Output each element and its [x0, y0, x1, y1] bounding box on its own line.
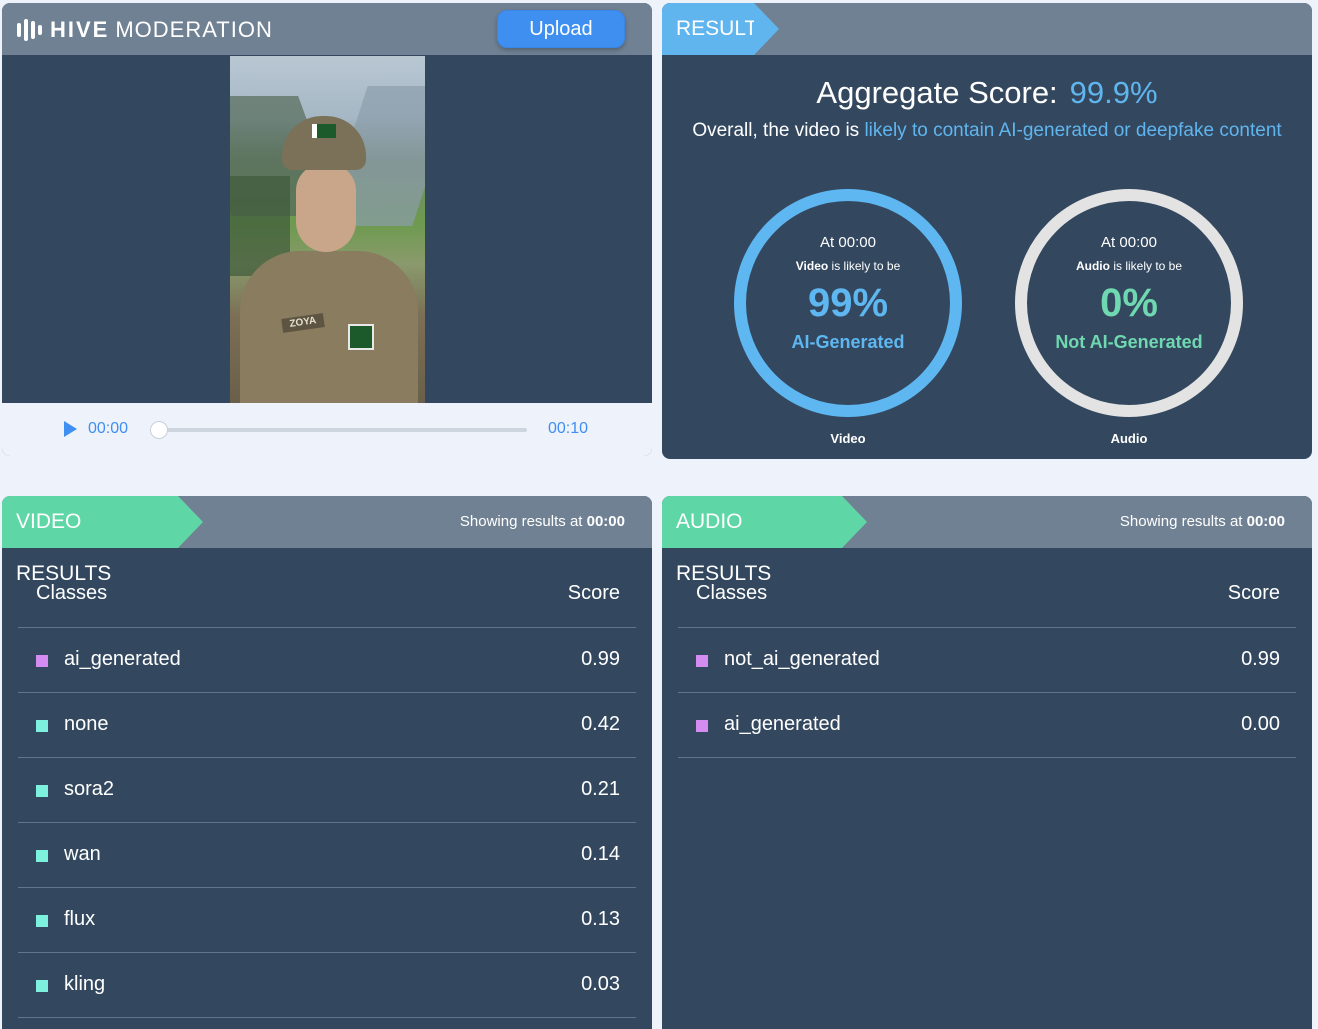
audio-ring-time: At 00:00 [1101, 234, 1157, 251]
upload-button[interactable]: Upload [497, 10, 625, 48]
table-row: ai_generated 0.00 [678, 693, 1296, 758]
class-name: ai_generated [724, 713, 841, 735]
video-ring-label: AI-Generated [791, 332, 905, 352]
audio-results-panel: AUDIO RESULTS Showing results at 00:00 C… [662, 496, 1312, 1029]
audio-showing-prefix: Showing results at [1119, 513, 1247, 530]
aggregate-label: Aggregate Score: [816, 75, 1058, 110]
video-player-panel: HIVE MODERATION Upload ZOYA 00:00 00:10 [2, 3, 652, 456]
cap-flag-icon [312, 124, 336, 138]
class-name: ai_generated [64, 648, 181, 670]
video-ring-likely: Video is likely to be [746, 259, 950, 273]
seek-handle[interactable] [150, 421, 168, 439]
table-row: flux 0.13 [18, 888, 636, 953]
class-score: 0.03 [581, 973, 620, 995]
result-tag-arrow [754, 3, 779, 55]
class-name: kling [64, 973, 106, 995]
audio-ring-likely: Audio is likely to be [1027, 259, 1231, 273]
audio-results-table: Classes Score not_ai_generated 0.99 ai_gen… [678, 566, 1296, 758]
app-header: HIVE MODERATION Upload [2, 3, 652, 55]
video-results-table: Classes Score ai_generated 0.99 none 0.42 so… [18, 566, 636, 1018]
audio-results-tag-arrow [842, 496, 867, 548]
table-row: none 0.42 [18, 693, 636, 758]
class-score: 0.21 [581, 778, 620, 800]
play-icon[interactable] [64, 421, 77, 437]
aggregate-value: 99.9% [1069, 75, 1158, 110]
class-swatch [36, 915, 48, 927]
table-row: ai_generated 0.99 [18, 628, 636, 693]
audio-results-tag: AUDIO RESULTS [662, 496, 842, 585]
class-name: flux [64, 908, 96, 930]
audio-ring-likely-text: is likely to be [1109, 259, 1183, 273]
class-score: 0.13 [581, 908, 620, 930]
video-showing-value: 00:00 [586, 513, 625, 530]
class-swatch [36, 850, 48, 862]
video-results-panel: VIDEO RESULTS Showing results at 00:00 C… [2, 496, 652, 1029]
col-classes: Classes [696, 582, 768, 604]
audio-ring-label: Not AI-Generated [1055, 332, 1203, 352]
video-ring-kind: Video [795, 259, 829, 273]
table-header: Classes Score [18, 566, 636, 628]
video-ring-time: At 00:00 [820, 234, 876, 251]
video-score-ring: At 00:00 Video is likely to be 99% AI-Ge… [734, 189, 962, 417]
hive-logo-icon [17, 19, 42, 41]
class-name: not_ai_generated [724, 648, 880, 670]
table-row: not_ai_generated 0.99 [678, 628, 1296, 693]
video-showing-time: Showing results at 00:00 [460, 513, 625, 530]
class-swatch [36, 720, 48, 732]
video-ring-percent: 99% [807, 281, 889, 325]
class-score: 0.14 [581, 843, 620, 865]
class-name: sora2 [64, 778, 115, 800]
col-classes: Classes [36, 582, 108, 604]
col-score: Score [567, 582, 620, 604]
desc-highlight: likely to contain AI-generated or deepfa… [864, 120, 1282, 141]
end-time: 00:10 [548, 420, 589, 437]
logo-text-bold: HIVE [50, 17, 110, 42]
result-panel: RESULT Aggregate Score: 99.9% Overall, th… [662, 3, 1312, 459]
player-controls: 00:00 00:10 [2, 403, 652, 456]
audio-ring-percent: 0% [1100, 281, 1158, 325]
col-score: Score [1227, 582, 1280, 604]
seek-track[interactable] [159, 428, 527, 432]
logo-text-light: MODERATION [115, 17, 273, 42]
table-row: kling 0.03 [18, 953, 636, 1018]
class-swatch [36, 785, 48, 797]
video-ring-likely-text: is likely to be [828, 259, 901, 273]
video-frame[interactable]: ZOYA [230, 56, 425, 403]
class-score: 0.00 [1241, 713, 1280, 735]
video-results-tag: VIDEO RESULTS [2, 496, 178, 585]
audio-showing-value: 00:00 [1246, 513, 1285, 530]
class-score: 0.99 [581, 648, 620, 670]
class-score: 0.99 [1241, 648, 1280, 670]
video-results-tag-arrow [178, 496, 203, 548]
table-row: sora2 0.21 [18, 758, 636, 823]
video-showing-prefix: Showing results at [459, 513, 587, 530]
class-name: none [64, 713, 109, 735]
class-swatch [36, 655, 48, 667]
audio-showing-time: Showing results at 00:00 [1120, 513, 1285, 530]
class-score: 0.42 [581, 713, 620, 735]
hive-logo[interactable]: HIVE MODERATION [17, 17, 273, 43]
aggregate-description: Overall, the video is likely to contain … [682, 116, 1292, 145]
desc-prefix: Overall, the video is [692, 120, 865, 141]
current-time: 00:00 [88, 420, 129, 437]
class-name: wan [64, 843, 101, 865]
table-header: Classes Score [678, 566, 1296, 628]
class-swatch [36, 980, 48, 992]
video-ring-caption: Video [830, 431, 866, 446]
aggregate-score: Aggregate Score: 99.9% [662, 75, 1312, 111]
flag-patch-icon [348, 324, 374, 350]
class-swatch [696, 720, 708, 732]
class-swatch [696, 655, 708, 667]
audio-ring-caption: Audio [1110, 431, 1148, 446]
table-row: wan 0.14 [18, 823, 636, 888]
audio-ring-kind: Audio [1075, 259, 1110, 273]
result-tag: RESULT [662, 3, 757, 55]
audio-score-ring: At 00:00 Audio is likely to be 0% Not AI… [1015, 189, 1243, 417]
